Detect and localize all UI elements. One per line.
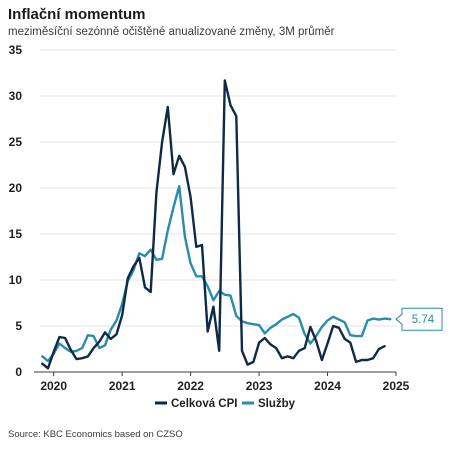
x-tick-label: 2022 <box>177 379 204 393</box>
y-tick-label: 30 <box>9 89 23 103</box>
value-callout: 5.74 <box>395 307 443 331</box>
legend-label: Celková CPI <box>171 398 237 410</box>
x-tick-label: 2024 <box>314 379 341 393</box>
y-tick-label: 5 <box>15 319 22 333</box>
y-tick-label: 35 <box>9 43 23 57</box>
chart-subtitle: meziměsíční sezónně očištěné anualizovan… <box>8 26 335 38</box>
legend-label: Služby <box>258 398 296 410</box>
grid <box>40 49 396 327</box>
callout-box <box>395 307 443 331</box>
callout-value: 5.74 <box>412 314 435 326</box>
chart-title: Inflační momentum <box>8 6 146 23</box>
y-tick-label: 20 <box>9 181 23 195</box>
y-tick-label: 25 <box>9 135 23 149</box>
series-line-services <box>41 184 392 363</box>
series <box>41 79 392 370</box>
x-tick-label: 2021 <box>109 379 136 393</box>
x-tick-label: 2023 <box>246 379 273 393</box>
source-note: Source: KBC Economics based on CZSO <box>8 429 183 440</box>
y-tick-label: 10 <box>9 273 23 287</box>
x-tick-label: 2025 <box>383 379 410 393</box>
legend: Celková CPI Služby <box>155 398 296 410</box>
x-axis-ticks: 2020 2021 2022 2023 2024 2025 <box>40 372 410 393</box>
series-line-cpi <box>41 79 386 370</box>
y-axis-ticks: 0 5 10 15 20 25 30 35 <box>9 43 23 379</box>
y-tick-label: 15 <box>9 227 23 241</box>
y-tick-label: 0 <box>15 365 22 379</box>
x-tick-label: 2020 <box>40 379 67 393</box>
